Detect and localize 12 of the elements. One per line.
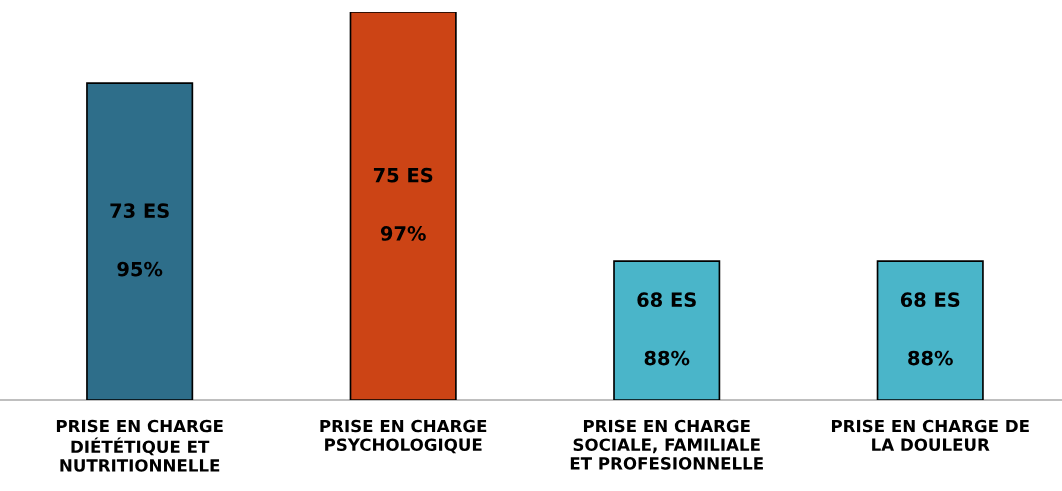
x-tick-label: PRISE EN CHARGE PSYCHOLOGIQUE — [320, 419, 487, 454]
annotation: 88% — [644, 350, 690, 366]
annotation: 95% — [117, 261, 163, 277]
annotation: 97% — [380, 226, 426, 241]
data-label: 68 ES — [900, 292, 960, 308]
x-tick-label: PRISE EN CHARGE DE LA DOULEUR — [831, 419, 1029, 452]
x-tick-label: PRISE EN CHARGE SOCIALE, FAMILIALE ET PROFESIONNELLE — [570, 419, 763, 470]
data-label: 68 ES — [637, 292, 696, 308]
annotation: 88% — [908, 350, 953, 366]
data-label: 73 ES — [110, 203, 169, 219]
x-tick-label: PRISE EN CHARGE DIÉTÉTIQUE ET NUTRITIONNELLE — [56, 419, 223, 472]
data-label: 75 ES — [373, 167, 433, 183]
